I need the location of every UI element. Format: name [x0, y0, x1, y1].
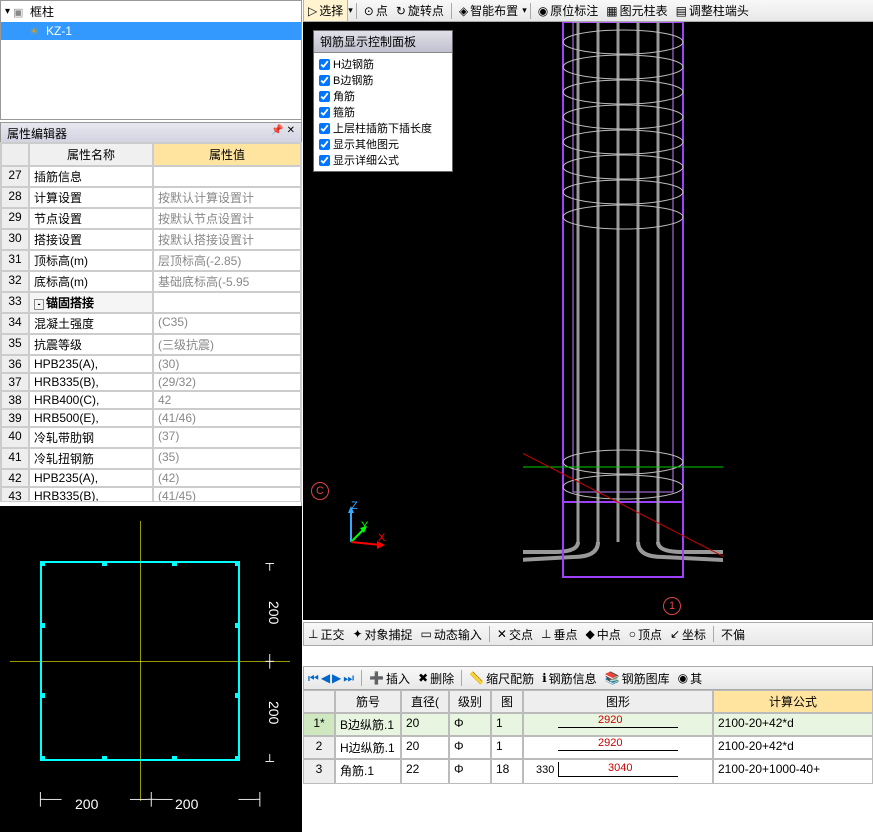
rebar-row[interactable]: 3角筋.122Φ1833030402100-20+1000-40+: [303, 759, 873, 784]
other-button[interactable]: ◉ 其: [674, 668, 707, 689]
rotate-button[interactable]: ↻ 旋转点: [392, 0, 448, 21]
display-checkbox[interactable]: 显示详细公式: [317, 152, 449, 168]
tree-child[interactable]: KZ-1: [1, 22, 301, 40]
property-row[interactable]: 40冷轧带肋钢(37): [1, 427, 301, 448]
perp-button[interactable]: ⊥ 垂点: [537, 624, 581, 645]
right-area: ▷ 选择▾ ⊙ 点 ↻ 旋转点 ◈ 智能布置▾ ◉ 原位标注 ▦ 图元柱表 ▤ …: [303, 0, 873, 832]
property-row[interactable]: 36HPB235(A),(30): [1, 355, 301, 373]
display-checkbox[interactable]: 上层柱插筋下插长度: [317, 120, 449, 136]
column-icon: [13, 5, 27, 19]
property-row[interactable]: 28计算设置按默认计算设置计: [1, 187, 301, 208]
display-checkbox[interactable]: H边钢筋: [317, 56, 449, 72]
dim-bot-right: 200: [266, 701, 282, 724]
property-editor-title: 属性编辑器: [7, 125, 67, 142]
list-button[interactable]: ▦ 图元柱表: [602, 0, 671, 21]
rebar-display-panel[interactable]: 钢筋显示控制面板 H边钢筋B边钢筋角筋箍筋上层柱插筋下插长度显示其他图元显示详细…: [313, 30, 453, 172]
property-row[interactable]: 37HRB335(B),(29/32): [1, 373, 301, 391]
tree-view[interactable]: ▾ 框柱 KZ-1: [0, 0, 302, 120]
col-value: 属性值: [153, 143, 301, 166]
delete-button[interactable]: ✖ 删除: [414, 668, 458, 689]
smart-button[interactable]: ◈ 智能布置: [455, 0, 522, 21]
dim-top-right: 200: [266, 601, 282, 624]
element-icon: [29, 24, 43, 38]
ortho-button[interactable]: ⊥ 正交: [304, 624, 348, 645]
origin-button[interactable]: ◉ 原位标注: [534, 0, 603, 21]
display-checkbox[interactable]: 箍筋: [317, 104, 449, 120]
property-row[interactable]: 33-锚固搭接: [1, 292, 301, 313]
property-header-row: 属性名称 属性值: [1, 143, 301, 166]
select-button[interactable]: ▷ 选择: [303, 0, 348, 22]
adjust-button[interactable]: ▤ 调整柱端头: [672, 0, 753, 21]
dim-left: 200: [75, 796, 98, 812]
axis-indicator: ZYX: [333, 500, 393, 560]
property-row[interactable]: 31顶标高(m)层顶标高(-2.85): [1, 250, 301, 271]
property-row[interactable]: 39HRB500(E),(41/46): [1, 409, 301, 427]
rebar-row[interactable]: 1*B边纵筋.120Φ129202100-20+42*d: [303, 713, 873, 736]
panel-title: 钢筋显示控制面板: [314, 31, 452, 53]
property-row[interactable]: 30搭接设置按默认搭接设置计: [1, 229, 301, 250]
cross-button[interactable]: ✕ 交点: [493, 624, 537, 645]
col-name: 属性名称: [29, 143, 153, 166]
mid-button[interactable]: ◆ 中点: [581, 624, 624, 645]
property-row[interactable]: 35抗震等级(三级抗震): [1, 334, 301, 355]
snap-button[interactable]: ✦ 对象捕捉: [348, 624, 416, 645]
nav-arrows[interactable]: ⏮◀▶⏭: [304, 671, 358, 686]
top-button[interactable]: ○ 顶点: [625, 624, 666, 645]
property-row[interactable]: 34混凝土强度(C35): [1, 313, 301, 334]
lib-button[interactable]: 📚 钢筋图库: [601, 668, 674, 689]
property-row[interactable]: 41冷轧扭钢筋(35): [1, 448, 301, 469]
toolbar-snap: ⊥ 正交 ✦ 对象捕捉 ▭ 动态输入 ✕ 交点 ⊥ 垂点 ◆ 中点 ○ 顶点 ↙…: [303, 622, 873, 646]
column-3d-model: [523, 22, 723, 582]
property-row[interactable]: 29节点设置按默认节点设置计: [1, 208, 301, 229]
property-row[interactable]: 38HRB400(C),42: [1, 391, 301, 409]
info-button[interactable]: ℹ 钢筋信息: [538, 668, 601, 689]
display-checkbox[interactable]: 角筋: [317, 88, 449, 104]
scale-button[interactable]: 📏 缩尺配筋: [465, 668, 538, 689]
rebar-table[interactable]: 筋号 直径( 级别 图 图形 计算公式 1*B边纵筋.120Φ129202100…: [303, 690, 873, 832]
property-row[interactable]: 43HRB335(B),(41/45): [1, 487, 301, 502]
rebar-row[interactable]: 2H边纵筋.120Φ129202100-20+42*d: [303, 736, 873, 759]
section-outline: [40, 561, 240, 761]
pin-icon[interactable]: 📌 ✕: [271, 125, 295, 142]
dyn-button[interactable]: ▭ 动态输入: [417, 624, 486, 645]
toolbar-top: ▷ 选择▾ ⊙ 点 ↻ 旋转点 ◈ 智能布置▾ ◉ 原位标注 ▦ 图元柱表 ▤ …: [303, 0, 873, 22]
property-row[interactable]: 42HPB235(A),(42): [1, 469, 301, 487]
tree-root-label: 框柱: [30, 3, 54, 20]
left-panel: ▾ 框柱 KZ-1 属性编辑器 📌 ✕ 属性名称 属性值 27插筋信息28计算设…: [0, 0, 302, 832]
nobias-button[interactable]: 不偏: [717, 624, 749, 645]
viewport-3d[interactable]: 钢筋显示控制面板 H边钢筋B边钢筋角筋箍筋上层柱插筋下插长度显示其他图元显示详细…: [303, 22, 873, 620]
axis-label-c: C: [311, 482, 329, 500]
point-button[interactable]: ⊙ 点: [360, 0, 392, 21]
rebar-header: 筋号 直径( 级别 图 图形 计算公式: [303, 690, 873, 713]
axis-label-1: 1: [663, 597, 681, 615]
toolbar-rebar: ⏮◀▶⏭ ➕ 插入 ✖ 删除 📏 缩尺配筋 ℹ 钢筋信息 📚 钢筋图库 ◉ 其: [303, 666, 873, 690]
insert-button[interactable]: ➕ 插入: [365, 668, 414, 689]
tree-root[interactable]: ▾ 框柱: [1, 1, 301, 22]
property-row[interactable]: 32底标高(m)基础底标高(-5.95: [1, 271, 301, 292]
display-checkbox[interactable]: B边钢筋: [317, 72, 449, 88]
coord-button[interactable]: ↙ 坐标: [666, 624, 710, 645]
dim-right: 200: [175, 796, 198, 812]
property-row[interactable]: 27插筋信息: [1, 166, 301, 187]
property-table[interactable]: 属性名称 属性值 27插筋信息28计算设置按默认计算设置计29节点设置按默认节点…: [0, 142, 302, 502]
tree-child-label: KZ-1: [46, 24, 72, 38]
section-view[interactable]: 200 200 200 200 ├── ──┼── ──┤ ┬ ┼ ┴: [0, 506, 302, 832]
display-checkbox[interactable]: 显示其他图元: [317, 136, 449, 152]
